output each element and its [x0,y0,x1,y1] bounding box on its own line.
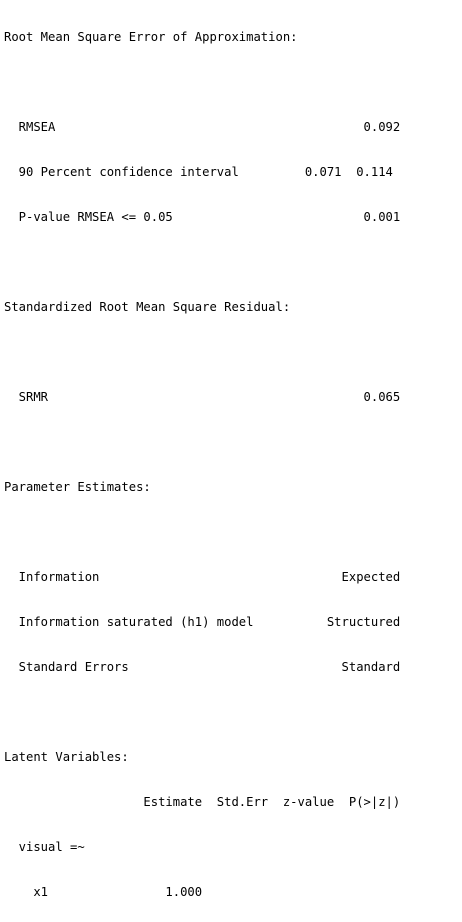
information-row: Information Expected [4,570,401,584]
blank-line [4,435,400,450]
console-output: Root Mean Square Error of Approximation:… [4,0,400,922]
table-row: x1 1.000 [4,885,203,899]
blank-line [4,255,400,270]
blank-line [4,345,400,360]
section-heading-srmr: Standardized Root Mean Square Residual: [4,300,291,314]
factor-label-visual: visual =~ [4,840,85,854]
table-header-row: Estimate Std.Err z-value P(>|z|) [4,795,401,809]
blank-line [4,705,400,720]
blank-line [4,525,400,540]
blank-line [4,75,400,90]
section-heading-rmsea: Root Mean Square Error of Approximation: [4,30,298,44]
information-saturated-row: Information saturated (h1) model Structu… [4,615,401,629]
srmr-row: SRMR 0.065 [4,390,401,404]
rmsea-row: RMSEA 0.092 [4,120,401,134]
section-heading-parameter-estimates: Parameter Estimates: [4,480,151,494]
p-value-row: P-value RMSEA <= 0.05 0.001 [4,210,401,224]
standard-errors-row: Standard Errors Standard [4,660,401,674]
confidence-interval-row: 90 Percent confidence interval 0.071 0.1… [4,165,393,179]
section-heading-latent-variables: Latent Variables: [4,750,129,764]
